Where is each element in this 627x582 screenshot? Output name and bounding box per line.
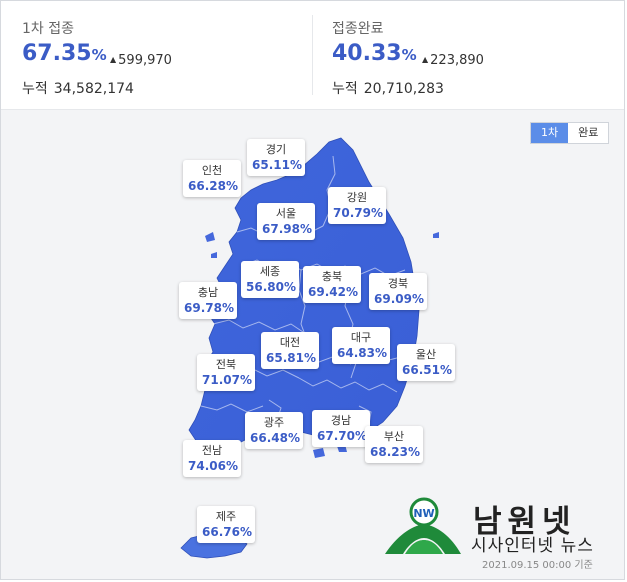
region-label-chungnam[interactable]: 충남 69.78% xyxy=(179,282,237,319)
first-dose-percent: 67.35% xyxy=(22,41,107,66)
logo-emblem-icon: NW xyxy=(385,497,461,554)
region-label-ulsan[interactable]: 울산 66.51% xyxy=(397,344,455,381)
stats-header: 1차 접종 67.35% ▲ 599,970 누적 34,582,174 접종완료 … xyxy=(1,1,624,110)
region-label-gangwon[interactable]: 강원 70.79% xyxy=(328,187,386,224)
map-area: 1차 완료 xyxy=(1,110,624,579)
region-label-jeonbuk[interactable]: 전북 71.07% xyxy=(197,354,255,391)
region-label-chungbuk[interactable]: 충북 69.42% xyxy=(303,266,361,303)
region-label-gwangju[interactable]: 광주 66.48% xyxy=(245,412,303,449)
date-note: 2021.09.15 00:00 기준 xyxy=(482,560,593,571)
region-label-jeju[interactable]: 제주 66.76% xyxy=(197,506,255,543)
completed-percent: 40.33% xyxy=(332,41,417,66)
region-label-jeonnam[interactable]: 전남 74.06% xyxy=(183,440,241,477)
region-label-gyeongnam[interactable]: 경남 67.70% xyxy=(312,410,370,447)
completed-title: 접종완료 xyxy=(332,21,384,37)
region-label-busan[interactable]: 부산 68.23% xyxy=(365,426,423,463)
first-dose-cumulative: 누적 34,582,174 xyxy=(22,81,134,97)
first-dose-title: 1차 접종 xyxy=(22,21,74,37)
completed-cumulative: 누적 20,710,283 xyxy=(332,81,444,97)
first-dose-delta: ▲ 599,970 xyxy=(110,53,172,68)
up-triangle-icon: ▲ xyxy=(110,55,117,64)
completed-stat: 접종완료 40.33% ▲ 223,890 누적 20,710,283 xyxy=(332,1,622,109)
logo-subtitle: 시사인터넷 뉴스 xyxy=(471,536,594,556)
logo-title: 남원넷 xyxy=(473,504,577,540)
region-label-sejong[interactable]: 세종 56.80% xyxy=(241,261,299,298)
toggle-complete-button[interactable]: 완료 xyxy=(578,126,599,139)
region-label-gyeongbuk[interactable]: 경북 69.09% xyxy=(369,273,427,310)
stat-divider xyxy=(312,15,313,95)
region-label-daejeon[interactable]: 대전 65.81% xyxy=(261,332,319,369)
region-label-incheon[interactable]: 인천 66.28% xyxy=(183,160,241,197)
toggle-first-button[interactable]: 1차 xyxy=(531,123,569,143)
completed-delta: ▲ 223,890 xyxy=(422,53,484,68)
up-triangle-icon: ▲ xyxy=(422,55,429,64)
namwonnet-logo: NW 남원넷 시사인터넷 뉴스 xyxy=(383,496,613,560)
first-dose-stat: 1차 접종 67.35% ▲ 599,970 누적 34,582,174 xyxy=(22,1,312,109)
region-label-daegu[interactable]: 대구 64.83% xyxy=(332,327,390,364)
region-label-seoul[interactable]: 서울 67.98% xyxy=(257,203,315,240)
region-label-gyeonggi[interactable]: 경기 65.11% xyxy=(247,139,305,176)
dose-toggle: 1차 완료 xyxy=(530,122,610,144)
logo-badge-text: NW xyxy=(413,507,434,520)
